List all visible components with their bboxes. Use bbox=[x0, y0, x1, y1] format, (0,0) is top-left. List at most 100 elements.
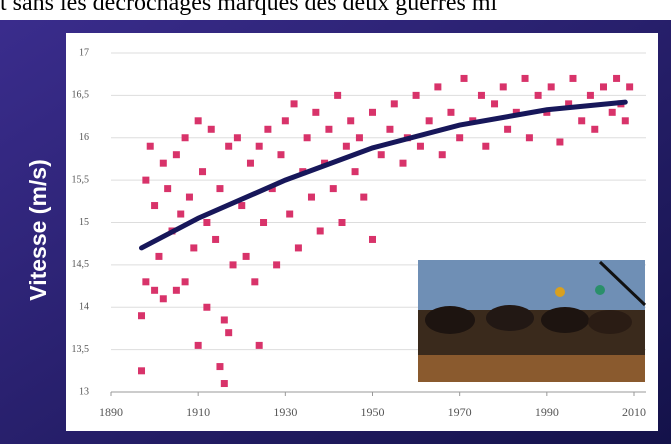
scatter-point bbox=[499, 83, 507, 91]
y-tick-label: 14,5 bbox=[72, 259, 90, 270]
scatter-point bbox=[556, 138, 564, 146]
scatter-point bbox=[386, 125, 394, 133]
scatter-point bbox=[255, 341, 263, 349]
scatter-point bbox=[377, 151, 385, 159]
scatter-point bbox=[185, 193, 193, 201]
scatter-point bbox=[255, 142, 263, 150]
scatter-point bbox=[142, 176, 150, 184]
scatter-point bbox=[578, 117, 586, 125]
scatter-point bbox=[164, 185, 172, 193]
photo-inset bbox=[418, 260, 647, 382]
scatter-point bbox=[207, 125, 215, 133]
y-tick-label: 16,5 bbox=[72, 90, 90, 101]
scatter-point bbox=[512, 108, 520, 116]
scatter-point bbox=[303, 134, 311, 142]
scatter-point bbox=[233, 134, 241, 142]
scatter-point bbox=[425, 117, 433, 125]
scatter-point bbox=[613, 74, 621, 82]
y-tick-label: 14 bbox=[79, 302, 89, 313]
scatter-point bbox=[220, 380, 228, 388]
scatter-point bbox=[608, 108, 616, 116]
x-tick-label: 1950 bbox=[361, 405, 385, 419]
x-tick-label: 1930 bbox=[273, 405, 297, 419]
scatter-point bbox=[138, 367, 146, 375]
scatter-point bbox=[199, 168, 207, 176]
scatter-point bbox=[190, 244, 198, 252]
scatter-point bbox=[338, 219, 346, 226]
scatter-point bbox=[477, 91, 485, 99]
scatter-point bbox=[390, 100, 398, 108]
scatter-point bbox=[229, 261, 237, 269]
scatter-point bbox=[203, 219, 211, 226]
scatter-point bbox=[216, 363, 224, 371]
scatter-point bbox=[159, 295, 167, 303]
scatter-point bbox=[146, 142, 154, 150]
scatter-point bbox=[307, 193, 315, 201]
scatter-point bbox=[238, 202, 246, 210]
scatter-point bbox=[351, 168, 359, 176]
scatter-point bbox=[447, 108, 455, 116]
scatter-point bbox=[543, 108, 551, 116]
scatter-point bbox=[360, 193, 368, 201]
scatter-point bbox=[181, 134, 189, 142]
scatter-point bbox=[586, 91, 594, 99]
scatter-point bbox=[225, 329, 233, 337]
scatter-point bbox=[155, 252, 163, 260]
scatter-point bbox=[438, 151, 446, 159]
scatter-point bbox=[626, 83, 634, 91]
scatter-point bbox=[547, 83, 555, 91]
y-axis-label: Vitesse (m/s) bbox=[25, 159, 51, 300]
scatter-point bbox=[264, 125, 272, 133]
scatter-point bbox=[334, 91, 342, 99]
scatter-point bbox=[325, 125, 333, 133]
scatter-point bbox=[151, 202, 159, 210]
scatter-point bbox=[342, 142, 350, 150]
scatter-point bbox=[142, 278, 150, 286]
scatter-point bbox=[181, 278, 189, 286]
scatter-point bbox=[172, 151, 180, 159]
scatter-point bbox=[277, 151, 285, 159]
scatter-point bbox=[565, 100, 573, 108]
scatter-point bbox=[591, 125, 599, 133]
scatter-point bbox=[369, 235, 376, 243]
scatter-point bbox=[268, 185, 276, 193]
x-tick-label: 1970 bbox=[448, 405, 472, 419]
scatter-point bbox=[260, 219, 268, 226]
scatter-point bbox=[456, 134, 464, 142]
y-tick-label: 15,5 bbox=[72, 174, 90, 185]
scatter-point bbox=[434, 83, 442, 91]
scatter-point bbox=[599, 83, 607, 91]
scatter-point bbox=[412, 91, 420, 99]
x-tick-label: 1890 bbox=[99, 405, 123, 419]
scatter-point bbox=[220, 316, 228, 324]
y-tick-label: 13,5 bbox=[72, 344, 90, 355]
x-tick-label: 2010 bbox=[622, 405, 646, 419]
y-tick-label: 17 bbox=[79, 47, 89, 58]
scatter-point bbox=[273, 261, 281, 269]
scatter-point bbox=[369, 108, 376, 116]
y-tick-label: 16 bbox=[79, 132, 89, 143]
scatter-point bbox=[460, 74, 468, 82]
scatter-point bbox=[203, 303, 211, 311]
scatter-point bbox=[504, 125, 512, 133]
scatter-point bbox=[151, 286, 159, 294]
scatter-point bbox=[521, 74, 529, 82]
scatter-point bbox=[491, 100, 499, 108]
scatter-point bbox=[251, 278, 259, 286]
scatter-point bbox=[399, 159, 407, 167]
y-tick-label: 15 bbox=[79, 217, 89, 228]
y-tick-label: 13 bbox=[79, 386, 89, 397]
scatter-point bbox=[312, 108, 320, 116]
scatter-point bbox=[172, 286, 180, 294]
scatter-point bbox=[286, 210, 294, 218]
scatter-point bbox=[347, 117, 355, 125]
scatter-point bbox=[138, 312, 146, 320]
scatter-point bbox=[525, 134, 533, 142]
scatter-point bbox=[534, 91, 542, 99]
scatter-point bbox=[294, 244, 302, 252]
scatter-point bbox=[246, 159, 254, 167]
scatter-point bbox=[329, 185, 337, 193]
scatter-point bbox=[159, 159, 167, 167]
scatter-point bbox=[569, 74, 577, 82]
